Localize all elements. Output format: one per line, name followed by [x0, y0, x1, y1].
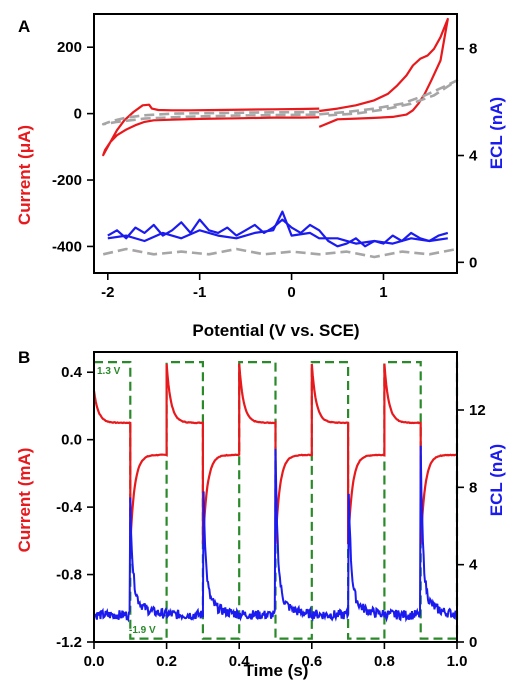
panel-b-right-axis-label: ECL (nA): [487, 444, 506, 516]
panel-a-x-tick-label: 0: [287, 284, 295, 301]
panel-b-left-axis-label: Current (mA): [15, 448, 34, 553]
panel-b-left-tick-label: 0.4: [61, 364, 83, 381]
panel-a-current-cv-line-0: [102, 103, 320, 157]
panel-a-x-tick-label: 1: [379, 284, 387, 301]
panel-b-right-tick-label: 8: [469, 479, 477, 496]
panel-b-x-tick-label: 0.6: [301, 653, 322, 670]
panel-a-background-line-4: [101, 110, 320, 126]
panel-b-left-tick-label: -1.2: [56, 634, 82, 651]
panel-b-label: B: [18, 348, 30, 367]
panel-b-x-tick-label: 0.2: [156, 653, 177, 670]
panel-a-right-tick-label: 4: [469, 148, 478, 165]
annotation-low-voltage: -1.9 V: [129, 625, 156, 636]
panel-b-x-tick-label: 0.8: [374, 653, 395, 670]
panel-a-ecl-line-2: [107, 218, 449, 248]
panel-b-x-tick-label: 0.0: [84, 653, 105, 670]
panel-b-right-tick-label: 12: [469, 402, 486, 419]
panel-a-background-line-6: [102, 247, 458, 259]
panel-b-ticks: 0.0 0.2 0.4 0.6 0.8 1.0 0.4 0.0 -0.4 -0.8 -1.2 12 8 4…: [56, 364, 486, 670]
panel-a-right-axis-label: ECL (nA): [487, 97, 506, 169]
panel-a-x-tick-label: -2: [101, 284, 114, 301]
panel-a-frame: [93, 13, 458, 274]
panel-b-left-tick-label: -0.8: [56, 567, 82, 584]
panel-a-x-axis-label: Potential (V vs. SCE): [192, 321, 359, 340]
panel-b-series: [92, 361, 459, 640]
panel-b-x-tick-label: 0.4: [229, 653, 251, 670]
panel-b-right-tick-label: 0: [469, 634, 477, 651]
panel-a-left-tick-label: 200: [57, 39, 82, 56]
panel-a-left-tick-label: 0: [74, 106, 82, 123]
panel-b-right-tick-label: 4: [469, 557, 478, 574]
panel-b-x-axis-label: Time (s): [244, 661, 309, 680]
panel-a-series: [101, 17, 459, 259]
panel-a-right-tick-label: 0: [469, 254, 477, 271]
panel-b-left-tick-label: 0.0: [61, 432, 82, 449]
panel-a-left-tick-label: -200: [52, 172, 82, 189]
panel-b-frame: [93, 351, 458, 643]
panel-b-chart: B 0.0 0.2 0.4 0.6 0.8 1.0 0.4 0.0 -0.4 -0.8 -1.2 12…: [15, 348, 506, 680]
panel-a-label: A: [18, 17, 30, 36]
panel-a-left-axis-label: Current (μA): [15, 125, 34, 225]
panel-a-right-tick-label: 8: [469, 41, 477, 58]
panel-b-x-tick-label: 1.0: [447, 653, 468, 670]
panel-a-background-line-5: [319, 79, 459, 117]
panel-a-left-tick-label: -400: [52, 238, 82, 255]
panel-a-chart: A -2 -1 0 1 200 0 -200 -400 8 4 0 Potential (V vs.…: [15, 13, 506, 340]
panel-a-ecl-line-3: [107, 210, 448, 245]
panel-a-current-cv-line-1: [318, 17, 449, 128]
panel-b-potential-square-wave: [94, 361, 459, 640]
panel-b-left-tick-label: -0.4: [56, 499, 83, 516]
panel-a-x-tick-label: -1: [193, 284, 206, 301]
panel-b-ecl-trace: [93, 445, 458, 623]
panel-a-ticks: -2 -1 0 1 200 0 -200 -400 8 4 0: [52, 39, 478, 301]
annotation-high-voltage: 1.3 V: [97, 366, 121, 377]
